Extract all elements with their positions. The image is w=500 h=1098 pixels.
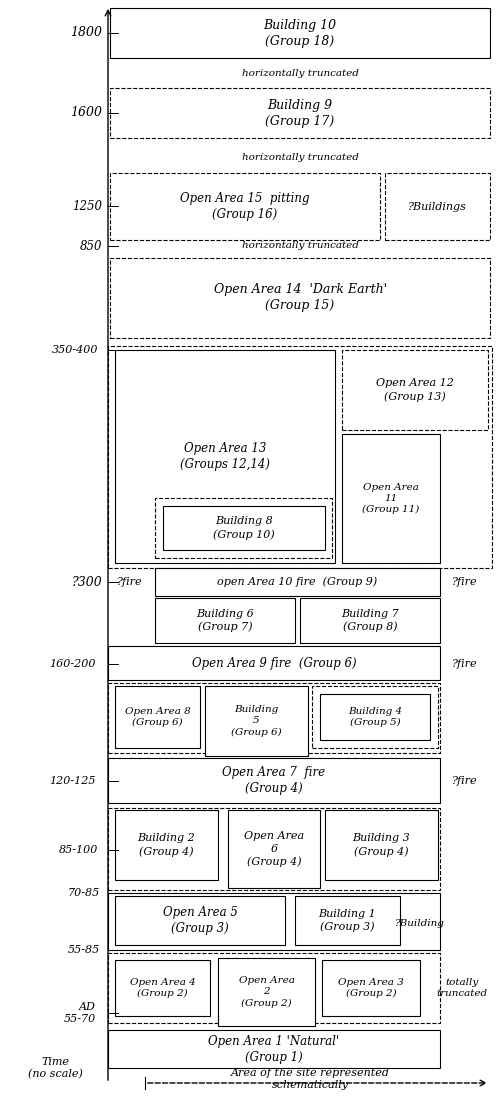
Text: 120-125: 120-125 xyxy=(50,776,96,786)
Text: 55-85: 55-85 xyxy=(68,945,100,955)
Bar xyxy=(115,350,335,563)
Bar xyxy=(342,434,440,563)
Text: Area of the site represented
schematically: Area of the site represented schematical… xyxy=(230,1068,390,1090)
Bar xyxy=(155,568,440,596)
Text: Open Area
11
(Group 11): Open Area 11 (Group 11) xyxy=(362,483,420,514)
Bar xyxy=(228,810,320,888)
Bar xyxy=(108,953,440,1023)
Text: 1800: 1800 xyxy=(70,26,102,40)
Bar xyxy=(155,598,295,643)
Bar xyxy=(115,960,210,1016)
Text: Open Area 5
(Group 3): Open Area 5 (Group 3) xyxy=(162,906,238,935)
Bar xyxy=(108,346,492,568)
Text: Building 8
(Group 10): Building 8 (Group 10) xyxy=(213,516,275,539)
Text: Open Area 3
(Group 2): Open Area 3 (Group 2) xyxy=(338,978,404,998)
Bar xyxy=(115,896,285,945)
Text: Open Area 4
(Group 2): Open Area 4 (Group 2) xyxy=(130,978,196,998)
Text: open Area 10 fire  (Group 9): open Area 10 fire (Group 9) xyxy=(218,576,378,587)
Text: Time
(no scale): Time (no scale) xyxy=(28,1057,82,1079)
Bar xyxy=(155,498,332,558)
Text: ?fire: ?fire xyxy=(452,578,478,587)
Text: totally
truncated: totally truncated xyxy=(436,978,488,998)
Bar xyxy=(300,598,440,643)
Text: Open Area 9 fire  (Group 6): Open Area 9 fire (Group 6) xyxy=(192,657,356,670)
Text: Building 1
(Group 3): Building 1 (Group 3) xyxy=(318,909,376,932)
Text: 160-200: 160-200 xyxy=(50,659,96,669)
Text: Building 10
(Group 18): Building 10 (Group 18) xyxy=(264,19,336,47)
Text: horizontally truncated: horizontally truncated xyxy=(242,154,358,163)
Bar xyxy=(108,683,440,753)
Text: 70-85: 70-85 xyxy=(68,888,100,898)
Bar xyxy=(110,8,490,58)
Bar xyxy=(108,646,440,680)
Bar xyxy=(385,173,490,240)
Text: 1250: 1250 xyxy=(72,200,102,213)
Text: ?300: ?300 xyxy=(72,575,102,589)
Text: ?fire: ?fire xyxy=(452,659,478,669)
Text: Building 2
(Group 4): Building 2 (Group 4) xyxy=(138,833,196,856)
Bar xyxy=(115,686,200,748)
Text: ?fire: ?fire xyxy=(117,578,143,587)
Bar xyxy=(108,808,440,890)
Text: Building 9
(Group 17): Building 9 (Group 17) xyxy=(266,99,334,127)
Text: ?Buildings: ?Buildings xyxy=(408,202,467,212)
Text: 1600: 1600 xyxy=(70,107,102,120)
Text: ?Building: ?Building xyxy=(395,919,445,928)
Bar xyxy=(320,694,430,740)
Bar xyxy=(218,957,315,1026)
Text: Building 6
(Group 7): Building 6 (Group 7) xyxy=(196,609,254,632)
Text: Open Area 14  'Dark Earth'
(Group 15): Open Area 14 'Dark Earth' (Group 15) xyxy=(214,283,386,313)
Bar xyxy=(325,810,438,879)
Text: Building 3
(Group 4): Building 3 (Group 4) xyxy=(352,833,410,856)
Text: 850: 850 xyxy=(80,239,102,253)
Text: Open Area 12
(Group 13): Open Area 12 (Group 13) xyxy=(376,379,454,402)
Text: Open Area 7  fire
(Group 4): Open Area 7 fire (Group 4) xyxy=(222,766,326,795)
Text: Open Area 1 'Natural'
(Group 1): Open Area 1 'Natural' (Group 1) xyxy=(208,1034,340,1064)
Text: Building 4
(Group 5): Building 4 (Group 5) xyxy=(348,707,402,727)
Bar xyxy=(108,1030,440,1068)
Bar xyxy=(110,258,490,338)
Text: horizontally truncated: horizontally truncated xyxy=(242,242,358,250)
Bar xyxy=(295,896,400,945)
Text: ?fire: ?fire xyxy=(452,776,478,786)
Text: horizontally truncated: horizontally truncated xyxy=(242,68,358,78)
Text: Open Area 13
(Groups 12,14): Open Area 13 (Groups 12,14) xyxy=(180,442,270,471)
Bar xyxy=(322,960,420,1016)
Bar xyxy=(108,758,440,803)
Bar xyxy=(312,686,438,748)
Text: Open Area 15  pitting
(Group 16): Open Area 15 pitting (Group 16) xyxy=(180,192,310,221)
Bar xyxy=(342,350,488,430)
Bar xyxy=(205,686,308,757)
Text: 350-400: 350-400 xyxy=(52,345,98,355)
Bar xyxy=(110,88,490,138)
Text: Building 7
(Group 8): Building 7 (Group 8) xyxy=(341,609,399,632)
Bar xyxy=(110,173,380,240)
Bar xyxy=(108,893,440,950)
Text: 85-100: 85-100 xyxy=(58,845,98,855)
Bar xyxy=(115,810,218,879)
Text: Open Area 8
(Group 6): Open Area 8 (Group 6) xyxy=(124,707,190,727)
Text: Building
5
(Group 6): Building 5 (Group 6) xyxy=(231,705,282,737)
Text: AD
55-70: AD 55-70 xyxy=(64,1002,96,1023)
Text: Open Area
6
(Group 4): Open Area 6 (Group 4) xyxy=(244,831,304,866)
Text: Open Area
2
(Group 2): Open Area 2 (Group 2) xyxy=(238,976,294,1008)
Bar xyxy=(163,506,325,550)
